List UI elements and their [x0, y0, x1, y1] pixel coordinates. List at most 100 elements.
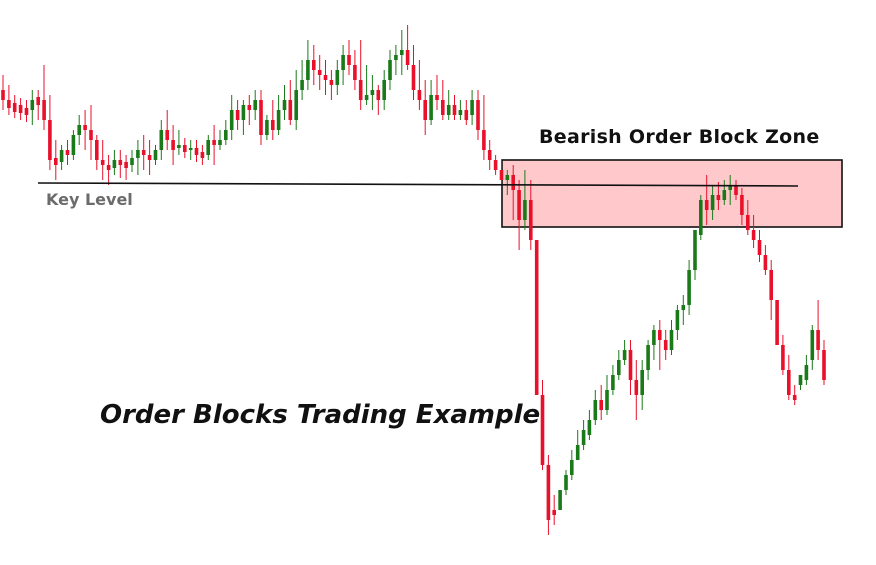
bearish-candle	[634, 380, 639, 395]
bearish-candle	[628, 350, 633, 380]
bearish-candle	[763, 255, 768, 270]
bullish-candle	[265, 120, 269, 135]
bearish-candle	[775, 300, 779, 345]
bearish-candle	[95, 140, 99, 160]
bullish-candle	[699, 200, 703, 235]
bearish-candle	[511, 175, 515, 190]
bullish-candle	[341, 55, 345, 70]
bearish-candle	[822, 350, 826, 380]
bullish-candle	[394, 55, 398, 60]
bullish-candle	[136, 150, 140, 158]
bullish-candle	[669, 330, 674, 350]
bullish-candle	[382, 80, 386, 100]
bullish-candle	[722, 190, 727, 200]
bearish-candle	[716, 195, 721, 200]
bearish-candle	[36, 97, 40, 105]
bullish-candle	[276, 110, 281, 130]
bullish-candle	[300, 80, 304, 90]
zone-label: Bearish Order Block Zone	[539, 126, 820, 148]
bullish-candle	[570, 460, 574, 475]
bearish-candle	[482, 130, 486, 150]
bearish-candle	[423, 100, 427, 120]
bullish-candle	[364, 95, 369, 100]
key-level-label: Key Level	[46, 190, 133, 209]
bullish-candle	[30, 100, 35, 110]
bearish-candle	[792, 395, 797, 400]
bullish-candle	[804, 365, 809, 380]
bearish-candle	[171, 140, 175, 150]
bearish-candle	[757, 240, 762, 255]
bullish-candle	[581, 430, 586, 445]
bearish-candle	[141, 150, 146, 155]
bullish-candle	[218, 140, 222, 145]
bullish-candle	[652, 330, 656, 345]
bullish-candle	[564, 475, 568, 490]
bearish-candle	[751, 230, 756, 240]
bearish-candle	[48, 120, 52, 160]
bearish-candle	[540, 395, 545, 465]
bearish-candle	[529, 200, 533, 240]
bearish-candle	[663, 340, 668, 350]
bearish-candle	[312, 60, 316, 70]
bullish-candle	[112, 160, 117, 168]
bearish-candle	[235, 110, 240, 120]
bullish-candle	[253, 100, 257, 110]
bearish-candle	[658, 330, 662, 340]
bullish-candle	[177, 145, 181, 148]
bearish-candle	[769, 270, 773, 300]
bullish-candle	[728, 185, 732, 190]
bullish-candle	[470, 100, 474, 115]
bearish-candle	[200, 152, 205, 158]
bearish-candle	[18, 105, 23, 113]
bullish-candle	[241, 105, 246, 120]
bullish-candle	[617, 360, 621, 375]
bearish-candle	[54, 158, 58, 165]
bullish-candle	[575, 445, 580, 460]
bearish-candle	[417, 90, 422, 100]
bullish-candle	[282, 100, 287, 110]
bullish-candle	[622, 350, 627, 360]
bullish-candle	[306, 60, 310, 80]
bearish-candle	[781, 345, 785, 370]
bearish-candle	[89, 130, 93, 140]
bearish-candle	[271, 120, 275, 130]
bearish-candle	[441, 100, 445, 115]
bearish-candle	[353, 65, 357, 80]
bullish-candle	[646, 345, 650, 370]
bullish-candle	[681, 305, 686, 310]
bearish-candle	[247, 105, 252, 110]
bearish-candle	[734, 185, 738, 195]
bearish-candle	[329, 80, 334, 85]
bearish-candle	[24, 108, 29, 115]
bearish-candle	[704, 200, 709, 210]
bearish-candle	[499, 170, 504, 180]
bearish-candle	[411, 65, 416, 90]
bearish-candle	[435, 95, 439, 100]
bullish-candle	[153, 150, 158, 160]
bullish-candle	[370, 90, 375, 95]
bearish-candle	[212, 140, 216, 145]
bullish-candle	[159, 130, 164, 150]
bearish-candle	[100, 160, 105, 165]
bullish-candle	[523, 200, 527, 220]
bullish-candle	[611, 375, 615, 390]
bearish-candle	[183, 145, 187, 152]
bearish-candle	[83, 125, 87, 130]
bullish-candle	[388, 60, 392, 80]
bearish-candle	[317, 70, 322, 75]
bullish-candle	[558, 490, 562, 510]
bearish-candle	[323, 75, 328, 80]
bullish-candle	[59, 150, 64, 162]
bullish-candle	[224, 130, 228, 140]
bullish-candle	[400, 50, 404, 55]
bullish-candle	[458, 110, 463, 115]
bearish-candle	[147, 155, 152, 160]
bearish-candle	[552, 510, 556, 515]
bearish-candle	[7, 100, 11, 108]
bullish-candle	[429, 95, 433, 120]
key-level-line	[37, 182, 799, 187]
bearish-candle	[599, 400, 603, 410]
bearish-candle	[517, 190, 521, 220]
bearish-candle	[65, 150, 70, 155]
